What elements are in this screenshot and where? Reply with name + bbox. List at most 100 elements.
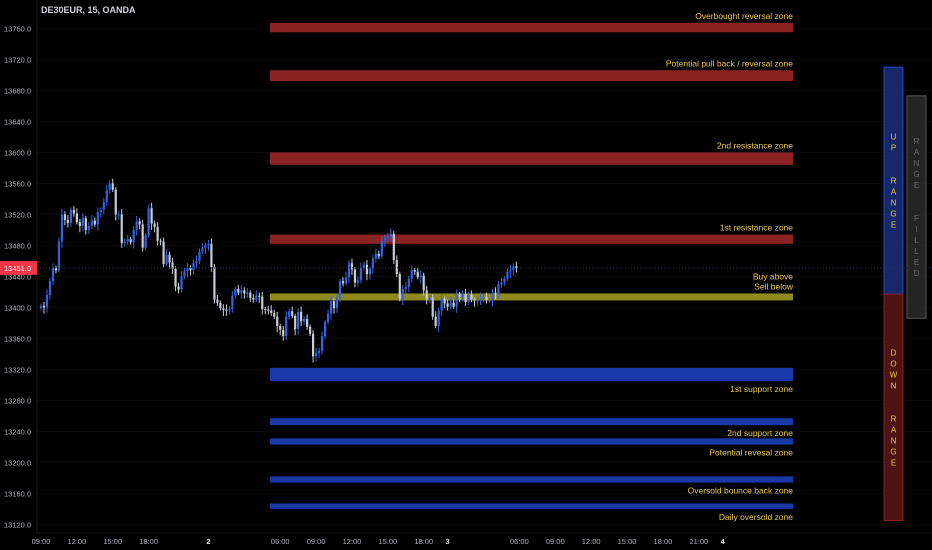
candle-body: [362, 264, 366, 268]
zone-label: Overbought reversal zone: [695, 11, 793, 21]
candle-body: [186, 267, 189, 271]
x-tick-label: 21:00: [689, 537, 708, 546]
candle-body: [177, 286, 180, 290]
candle-body: [180, 276, 183, 290]
candle-body: [237, 288, 240, 293]
x-tick-label: 09:00: [32, 537, 51, 546]
zone-label: Potential revesal zone: [709, 448, 793, 458]
candle-body: [276, 316, 279, 326]
x-tick-label: 15:00: [618, 537, 637, 546]
y-tick-label: 13480.0: [4, 241, 31, 250]
candle-body: [231, 295, 234, 309]
candle-body: [461, 294, 464, 297]
candle-body: [479, 298, 482, 301]
x-tick-label: 06:00: [510, 537, 529, 546]
candle-body: [482, 297, 485, 299]
zone-label: 2nd resistance zone: [717, 140, 793, 150]
range-box: [883, 293, 904, 522]
candle-body: [264, 308, 267, 310]
x-tick-label: 09:00: [307, 537, 326, 546]
candle-body: [189, 267, 192, 271]
y-tick-label: 13640.0: [4, 117, 31, 126]
y-axis: 13760.0 13720.0 13680.0 13640.0 13600.0 13560…: [0, 24, 37, 529]
y-tick-label: 13680.0: [4, 86, 31, 95]
candle-body: [294, 315, 297, 330]
candle-body: [105, 190, 108, 202]
candle-body: [99, 209, 102, 213]
candle-body: [500, 282, 503, 285]
candle-body: [341, 281, 345, 284]
candle-body: [267, 309, 270, 311]
candle-body: [63, 214, 67, 220]
range-box-letter: I: [915, 225, 917, 234]
candle-body: [69, 209, 72, 223]
candle-body: [431, 298, 434, 317]
x-tick-label: 09:00: [546, 537, 565, 546]
candle-body: [407, 278, 410, 288]
candle-body: [183, 270, 186, 277]
candle-body: [252, 298, 255, 300]
candle-body: [81, 218, 84, 227]
candle-body: [108, 183, 111, 191]
candle-body: [443, 298, 446, 304]
candle-body: [255, 295, 258, 300]
candle-body: [219, 302, 222, 309]
candle-body: [467, 295, 470, 302]
y-tick-label: 13120.0: [4, 520, 31, 529]
zone-layer: Overbought reversal zone Potential pull b…: [270, 11, 794, 522]
range-box-letter: E: [914, 181, 919, 190]
range-box-letter: W: [890, 370, 898, 379]
y-tick-label: 13400.0: [4, 303, 31, 312]
range-box-letter: E: [891, 458, 896, 467]
candle-body: [452, 302, 455, 307]
candle-body: [416, 271, 419, 278]
y-tick-label: 13280.0: [4, 396, 31, 405]
candle-body: [138, 221, 141, 225]
candle-body: [147, 208, 150, 236]
candle-body: [494, 292, 497, 295]
candle-body: [455, 294, 458, 307]
candle-body: [132, 229, 135, 243]
candle-body: [210, 243, 213, 268]
candle-body: [243, 290, 246, 294]
candle-body: [291, 311, 294, 316]
range-box-letter: D: [914, 269, 920, 278]
candle-body: [165, 254, 168, 264]
candle-body: [356, 280, 360, 283]
candle-body: [485, 297, 488, 301]
candle-body: [258, 295, 261, 297]
candle-body: [503, 278, 506, 283]
candle-body: [39, 305, 43, 309]
range-box-letter: U: [891, 133, 897, 142]
range-box-letter: G: [890, 210, 896, 219]
candle-body: [323, 322, 327, 337]
range-box-letter: R: [891, 177, 897, 186]
x-tick-label: 12:00: [582, 537, 601, 546]
candle-body: [422, 275, 425, 291]
candle-body: [476, 300, 479, 302]
candle-body: [195, 260, 198, 264]
range-box-letter: A: [914, 148, 920, 157]
zone-label: Buy above: [753, 271, 793, 281]
candle-body: [344, 277, 348, 284]
candle-body: [491, 292, 494, 301]
candle-body: [207, 243, 210, 246]
candle-body: [437, 310, 440, 326]
candle-body: [288, 311, 291, 317]
candle-body: [225, 309, 228, 311]
candle-body: [45, 295, 49, 308]
last-price-label: 13451.0: [4, 264, 31, 273]
range-box-letter: E: [914, 258, 919, 267]
candle-body: [111, 183, 114, 190]
candle-body: [386, 236, 389, 238]
candle-body: [353, 269, 357, 283]
candle-body: [401, 288, 404, 299]
candle-body: [240, 290, 243, 293]
zone-label: 1st support zone: [730, 384, 793, 394]
candle-body: [141, 224, 144, 248]
candle-body: [48, 281, 52, 295]
range-box-letter: N: [891, 199, 897, 208]
candle-body: [410, 270, 413, 279]
